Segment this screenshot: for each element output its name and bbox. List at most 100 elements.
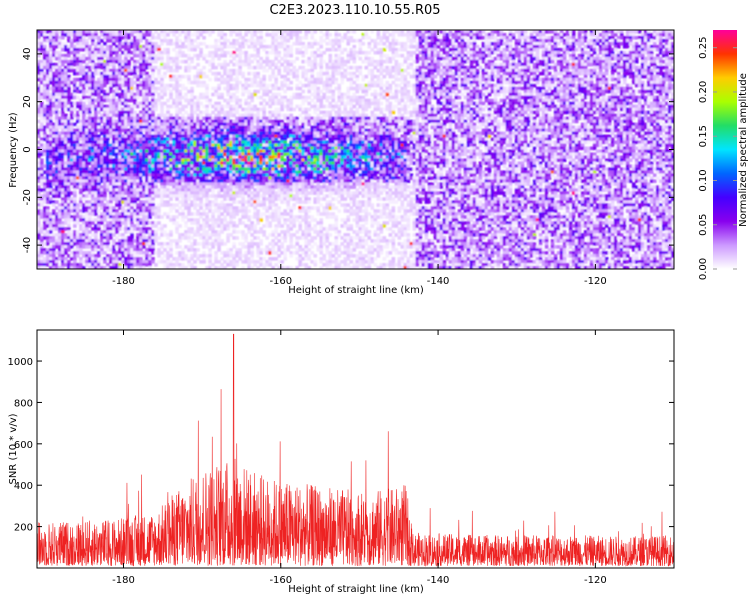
- spectrogram-cell: [40, 242, 44, 246]
- spectrogram-cell: [196, 149, 200, 154]
- spectrogram-cell: [193, 143, 197, 148]
- spectrogram-cell: [76, 134, 80, 139]
- spectrogram-cell: [82, 77, 86, 82]
- spectrogram-cell: [76, 263, 80, 267]
- spectrogram-cell: [103, 212, 107, 216]
- spectrogram-cell: [58, 77, 62, 82]
- spectrogram-cell: [91, 35, 95, 40]
- spectrogram-cell: [259, 242, 263, 246]
- spectrogram-cell: [73, 95, 77, 100]
- spectrogram-cell: [196, 179, 200, 183]
- spectrogram-cell: [178, 47, 182, 52]
- spectrogram-cell: [67, 212, 71, 216]
- spectrogram-cell: [175, 149, 179, 154]
- spectrogram-cell: [172, 188, 176, 192]
- spectrogram-cell: [148, 53, 152, 58]
- spectrogram-cell: [97, 116, 101, 121]
- spectrogram-cell: [109, 218, 113, 222]
- spectrogram-cell: [166, 263, 170, 267]
- spectrogram-cell: [88, 65, 92, 70]
- spectrogram-cell: [124, 110, 128, 115]
- spectrogram-cell: [154, 179, 158, 183]
- spectrogram-cell: [133, 95, 137, 100]
- spectrogram-cell: [109, 50, 113, 55]
- spectrogram-cell: [133, 215, 137, 219]
- spectrogram-cell: [133, 140, 137, 145]
- spectrogram-cell: [106, 224, 110, 228]
- spectrogram-cell: [181, 113, 185, 118]
- spectrogram-cell: [154, 149, 158, 154]
- spectrogram-cell: [139, 236, 143, 240]
- spectrogram-cell: [37, 245, 41, 249]
- spectrogram-cell: [139, 242, 143, 246]
- spectrogram-cell: [58, 44, 62, 49]
- spectrogram-cell: [151, 164, 155, 169]
- spectrogram-cell: [106, 149, 110, 154]
- spectrogram-cell: [88, 245, 92, 249]
- spectrogram-cell: [106, 233, 110, 237]
- spectrogram-cell: [52, 143, 56, 148]
- spectrogram-cell: [109, 59, 113, 64]
- spectrogram-cell: [91, 173, 95, 177]
- spectrogram-cell: [130, 98, 134, 103]
- spectrogram-cell: [37, 242, 41, 246]
- spectrogram-cell: [130, 251, 134, 255]
- spectrogram-cell: [223, 266, 227, 269]
- spectrogram-cell: [160, 203, 164, 207]
- spectrogram-cell: [61, 71, 65, 76]
- spectrogram-cell: [178, 194, 182, 198]
- spectrogram-cell: [115, 266, 119, 269]
- spectrogram-cell: [106, 30, 110, 34]
- spectrogram-cell: [220, 185, 224, 189]
- spectrogram-cell: [58, 167, 62, 172]
- spectrogram-cell: [79, 107, 83, 112]
- spectrogram-cell: [121, 158, 125, 163]
- spectrogram-cell: [103, 71, 107, 76]
- spectrogram-cell: [133, 218, 137, 222]
- spectrogram-cell: [76, 182, 80, 186]
- spectrogram-cell: [52, 41, 56, 46]
- spectrogram-cell: [106, 131, 110, 136]
- spectrogram-cell: [97, 140, 101, 145]
- spectrogram-cell: [49, 74, 53, 79]
- spectrogram-cell: [160, 113, 164, 118]
- spectrogram-cell: [121, 113, 125, 118]
- spectrogram-cell: [181, 212, 185, 216]
- spectrogram-cell: [175, 107, 179, 112]
- spectrogram-cell: [94, 53, 98, 58]
- spectrogram-cell: [121, 188, 125, 192]
- spectrogram-cell: [91, 113, 95, 118]
- spectrogram-cell: [142, 107, 146, 112]
- spectrogram-cell: [148, 194, 152, 198]
- spectrogram-cell: [112, 68, 116, 73]
- spectrogram-cell: [223, 224, 227, 228]
- spectrogram-cell: [208, 161, 212, 166]
- spectrogram-cell: [88, 242, 92, 246]
- spectrogram-cell: [58, 131, 62, 136]
- spectrogram-cell: [103, 251, 107, 255]
- spectrogram-cell: [82, 68, 86, 73]
- spectrogram-cell: [175, 110, 179, 115]
- spectrogram-cell: [175, 98, 179, 103]
- spectrogram-cell: [52, 98, 56, 103]
- spectrogram-cell: [103, 143, 107, 148]
- spectrogram-cell: [55, 266, 59, 269]
- spectrogram-cell: [139, 167, 143, 172]
- spectrogram-cell: [49, 59, 53, 64]
- spectrogram-cell: [199, 113, 203, 118]
- spectrogram-cell: [151, 155, 155, 160]
- spectrogram-cell: [94, 260, 98, 264]
- spectrogram-cell: [172, 98, 176, 103]
- spectrogram-cell: [82, 122, 86, 127]
- spectrogram-cell: [220, 35, 224, 40]
- spectrogram-cell: [49, 173, 53, 177]
- spectrogram-cell: [64, 185, 68, 189]
- spectrogram-cell: [121, 41, 125, 46]
- spectrogram-cell: [205, 149, 209, 154]
- spectrogram-cell: [172, 137, 176, 142]
- spectrogram-cell: [124, 68, 128, 73]
- spectrogram-cell: [79, 98, 83, 103]
- spectrogram-cell: [100, 239, 104, 243]
- spectrogram-cell: [97, 98, 101, 103]
- spectrogram-cell: [142, 128, 146, 133]
